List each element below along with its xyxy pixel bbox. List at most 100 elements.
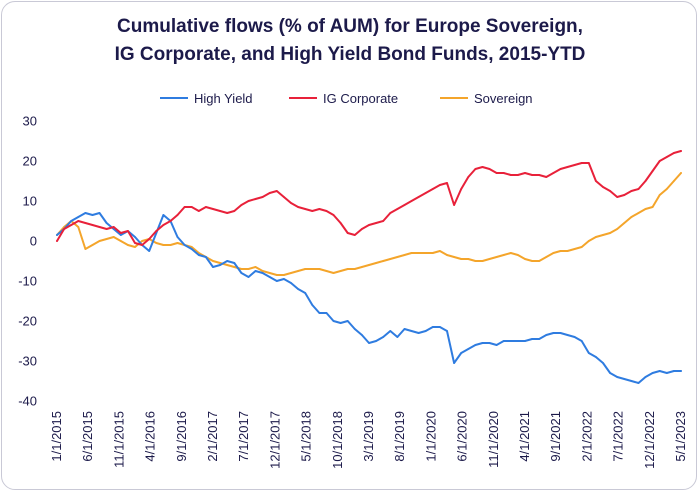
data-point-sovereign [566, 250, 569, 252]
data-point-sovereign [651, 206, 654, 208]
data-point-high-yield [219, 264, 222, 266]
data-point-high-yield [77, 216, 80, 218]
data-point-ig-corporate [531, 174, 533, 176]
data-point-high-yield [212, 266, 214, 268]
data-point-ig-corporate [403, 204, 406, 206]
data-point-ig-corporate [297, 206, 299, 208]
data-point-ig-corporate [368, 224, 370, 226]
data-point-sovereign [460, 258, 463, 260]
data-point-sovereign [119, 240, 122, 242]
data-point-high-yield [644, 376, 647, 378]
data-point-ig-corporate [595, 180, 597, 182]
data-point-ig-corporate [304, 208, 307, 210]
data-point-ig-corporate [190, 206, 193, 208]
data-point-sovereign [389, 258, 392, 260]
x-tick-label: 9/1/2016 [174, 411, 189, 462]
data-point-high-yield [609, 372, 611, 374]
data-point-ig-corporate [162, 224, 165, 226]
data-point-sovereign [602, 234, 604, 236]
legend-label-sovereign: Sovereign [474, 91, 533, 106]
data-point-sovereign [254, 266, 257, 268]
data-point-ig-corporate [148, 238, 151, 240]
data-point-sovereign [509, 252, 512, 254]
data-point-high-yield [410, 330, 413, 332]
x-tick-label: 1/1/2020 [423, 411, 438, 462]
data-point-ig-corporate [616, 196, 619, 198]
data-point-ig-corporate [517, 174, 519, 176]
x-tick-label: 8/1/2019 [392, 411, 407, 462]
data-point-high-yield [602, 362, 604, 364]
data-point-ig-corporate [119, 232, 122, 234]
data-point-high-yield [524, 340, 526, 342]
data-point-ig-corporate [410, 200, 413, 202]
x-tick-label: 2/1/2022 [579, 411, 594, 462]
y-axis: 30 20 10 0 -10 -20 -30 -40 [18, 114, 37, 409]
data-point-high-yield [339, 322, 342, 324]
data-point-high-yield [587, 352, 590, 354]
data-point-ig-corporate [460, 188, 463, 190]
data-point-sovereign [609, 232, 611, 234]
data-point-sovereign [240, 268, 243, 270]
data-point-high-yield [580, 340, 583, 342]
data-point-sovereign [396, 256, 399, 258]
x-tick-label: 12/1/2017 [267, 411, 282, 469]
data-point-ig-corporate [212, 208, 214, 210]
data-point-sovereign [361, 266, 363, 268]
data-point-ig-corporate [197, 210, 200, 212]
data-point-high-yield [552, 332, 555, 334]
data-point-high-yield [637, 382, 640, 384]
data-point-ig-corporate [587, 162, 590, 164]
data-point-sovereign [545, 256, 548, 258]
data-point-sovereign [424, 252, 427, 254]
data-point-ig-corporate [205, 206, 207, 208]
data-point-high-yield [545, 334, 548, 336]
series-line-ig-corporate [56, 150, 682, 246]
data-point-sovereign [495, 256, 498, 258]
data-point-high-yield [275, 280, 278, 282]
data-point-sovereign [644, 208, 647, 210]
x-tick-label: 5/1/2023 [673, 411, 688, 462]
x-tick-label: 10/1/2018 [330, 411, 345, 469]
x-tick-label: 7/1/2022 [611, 411, 626, 462]
data-point-high-yield [197, 254, 200, 256]
data-point-sovereign [410, 252, 413, 254]
data-point-ig-corporate [623, 194, 626, 196]
data-point-high-yield [84, 212, 87, 214]
data-point-sovereign [212, 260, 214, 262]
x-tick-label: 4/1/2021 [517, 411, 532, 462]
data-point-ig-corporate [77, 220, 80, 222]
data-point-sovereign [105, 238, 108, 240]
data-point-ig-corporate [332, 214, 335, 216]
data-point-high-yield [346, 320, 349, 322]
data-point-ig-corporate [361, 228, 363, 230]
data-point-high-yield [311, 304, 314, 306]
data-point-sovereign [304, 268, 307, 270]
data-point-sovereign [673, 180, 675, 182]
data-point-ig-corporate [552, 172, 555, 174]
data-point-sovereign [77, 226, 80, 228]
data-point-sovereign [353, 268, 356, 270]
data-point-ig-corporate [524, 172, 526, 174]
data-point-sovereign [446, 254, 448, 256]
data-point-ig-corporate [346, 232, 349, 234]
data-point-high-yield [389, 330, 392, 332]
data-point-high-yield [446, 330, 448, 332]
data-point-high-yield [226, 260, 229, 262]
data-point-sovereign [283, 274, 285, 276]
data-point-high-yield [119, 234, 122, 236]
data-point-sovereign [502, 254, 505, 256]
data-point-sovereign [665, 188, 668, 190]
series-ig-corporate [56, 150, 682, 246]
data-point-ig-corporate [630, 190, 633, 192]
data-point-high-yield [453, 362, 455, 364]
data-point-high-yield [297, 288, 299, 290]
data-point-sovereign [275, 274, 278, 276]
data-point-ig-corporate [495, 172, 498, 174]
data-point-sovereign [233, 266, 236, 268]
data-point-ig-corporate [439, 184, 441, 186]
data-point-high-yield [651, 372, 654, 374]
data-point-ig-corporate [488, 168, 491, 170]
data-point-sovereign [538, 260, 541, 262]
